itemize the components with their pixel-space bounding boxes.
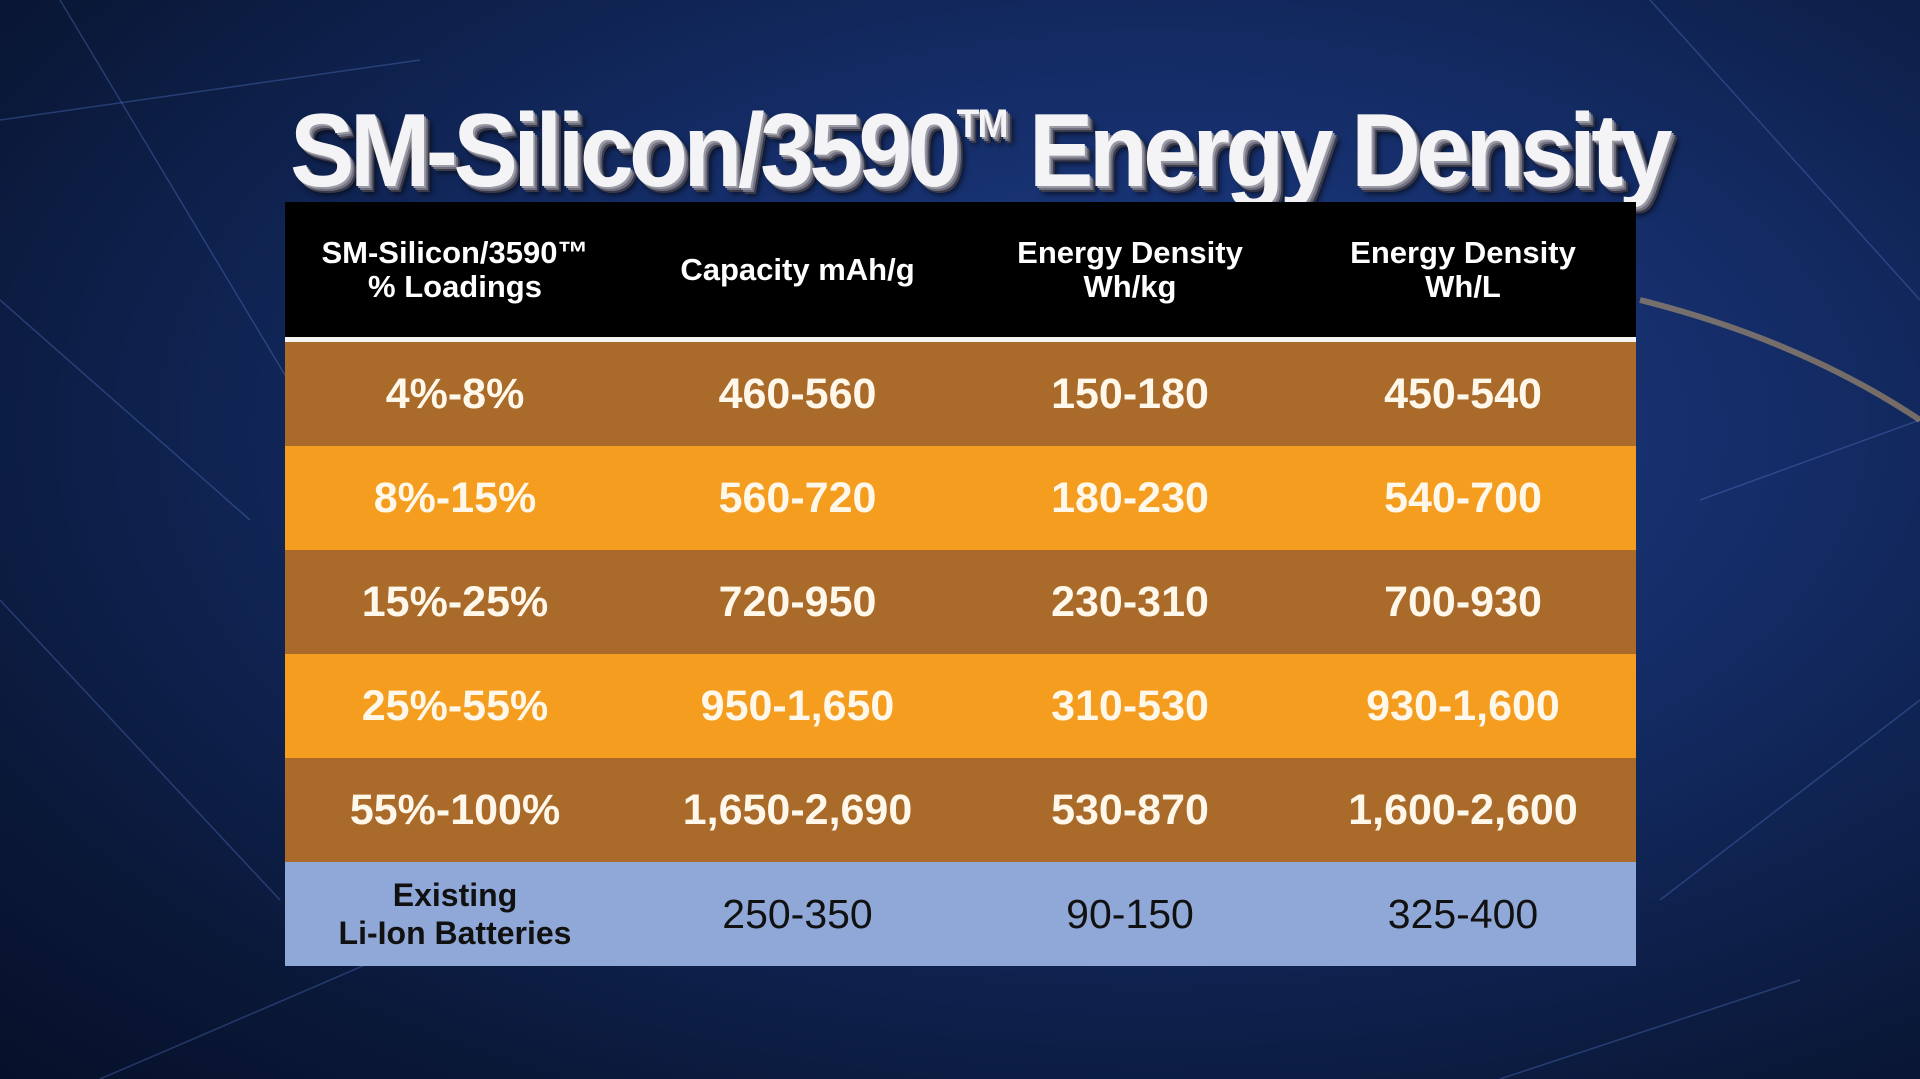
header-loadings: SM-Silicon/3590™% Loadings <box>285 202 625 342</box>
table-row: 55%-100% 1,650-2,690 530-870 1,600-2,600 <box>285 758 1636 862</box>
baseline-label: Existing Li-Ion Batteries <box>285 862 625 966</box>
cell: 930-1,600 <box>1290 654 1636 758</box>
cell: 325-400 <box>1290 862 1636 966</box>
energy-density-table: SM-Silicon/3590™% Loadings Capacity mAh/… <box>285 202 1636 966</box>
cell: 950-1,650 <box>625 654 970 758</box>
cell: 55%-100% <box>285 758 625 862</box>
cell: 530-870 <box>970 758 1290 862</box>
cell: 460-560 <box>625 339 970 446</box>
table-row: 25%-55% 950-1,650 310-530 930-1,600 <box>285 654 1636 758</box>
cell: 560-720 <box>625 446 970 550</box>
table-row: 15%-25% 720-950 230-310 700-930 <box>285 550 1636 654</box>
table-row: 8%-15% 560-720 180-230 540-700 <box>285 446 1636 550</box>
cell: 4%-8% <box>285 339 625 446</box>
cell: 180-230 <box>970 446 1290 550</box>
cell: 150-180 <box>970 339 1290 446</box>
cell: 15%-25% <box>285 550 625 654</box>
header-wh-l: Energy Density Wh/L <box>1290 202 1636 342</box>
cell: 540-700 <box>1290 446 1636 550</box>
cell: 250-350 <box>625 862 970 966</box>
cell: 1,650-2,690 <box>625 758 970 862</box>
cell: 25%-55% <box>285 654 625 758</box>
header-wh-kg: Energy Density Wh/kg <box>970 202 1290 342</box>
slide-title: SM-Silicon/3590TM Energy Density <box>290 93 1673 209</box>
cell: 230-310 <box>970 550 1290 654</box>
cell: 90-150 <box>970 862 1290 966</box>
cell: 700-930 <box>1290 550 1636 654</box>
header-capacity: Capacity mAh/g <box>625 202 970 342</box>
baseline-row: Existing Li-Ion Batteries 250-350 90-150 32… <box>285 862 1636 966</box>
cell: 8%-15% <box>285 446 625 550</box>
header-row: SM-Silicon/3590™% Loadings Capacity mAh/… <box>285 202 1636 342</box>
table-row: 4%-8% 460-560 150-180 450-540 <box>285 339 1636 446</box>
cell: 450-540 <box>1290 339 1636 446</box>
cell: 1,600-2,600 <box>1290 758 1636 862</box>
cell: 310-530 <box>970 654 1290 758</box>
cell: 720-950 <box>625 550 970 654</box>
